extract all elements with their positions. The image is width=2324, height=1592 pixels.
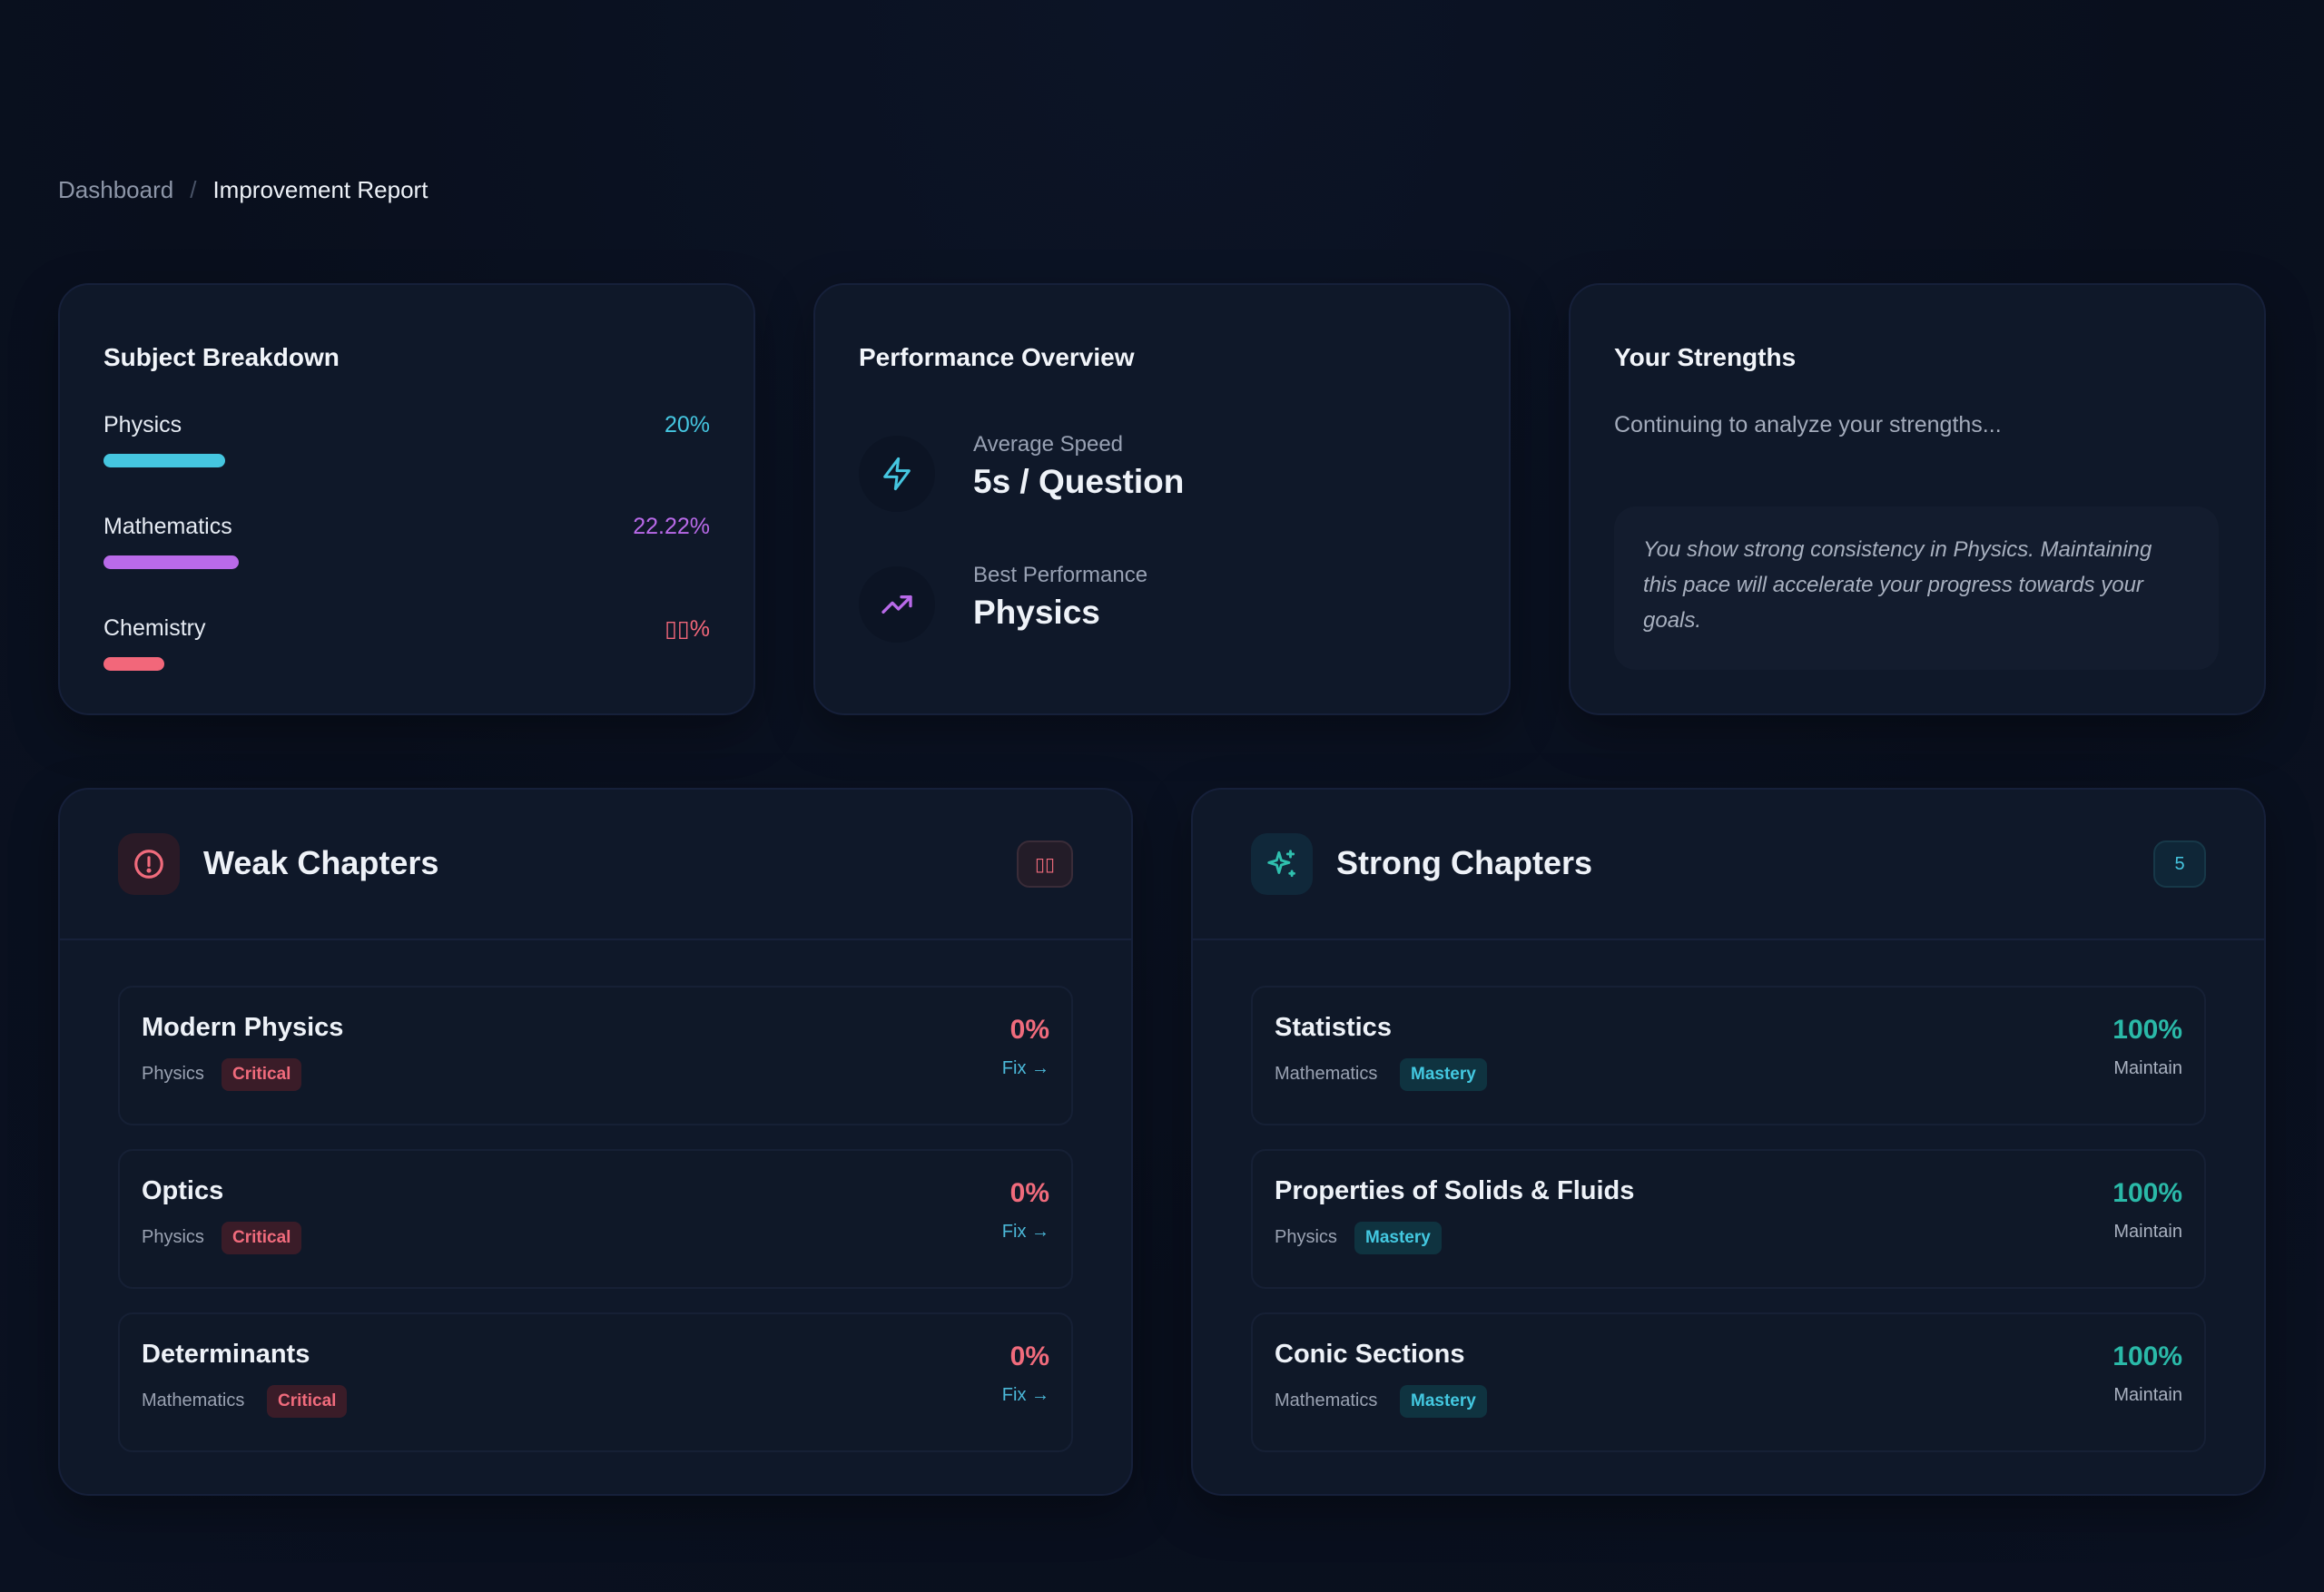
chapter-subject: Physics bbox=[1275, 1227, 1337, 1247]
chapter-item[interactable]: Modern Physics Physics Critical 0% Fix → bbox=[118, 986, 1073, 1125]
subject-name: Chemistry bbox=[103, 615, 206, 641]
fix-link[interactable]: Fix → bbox=[1001, 1385, 1049, 1405]
subject-breakdown-card: Subject Breakdown Physics 20% Mathematic… bbox=[58, 283, 755, 715]
strengths-title: Your Strengths bbox=[1614, 343, 1797, 371]
strengths-insight: You show strong consistency in Physics. … bbox=[1614, 506, 2219, 670]
chapter-name: Statistics bbox=[1275, 1013, 1392, 1042]
subject-percent: 22.22% bbox=[633, 514, 710, 539]
critical-badge: Critical bbox=[222, 1058, 302, 1091]
subject-name: Mathematics bbox=[103, 514, 232, 539]
strengths-card: Your Strengths Continuing to analyze you… bbox=[1569, 283, 2266, 715]
chapter-item[interactable]: Optics Physics Critical 0% Fix → bbox=[118, 1149, 1073, 1289]
performance-overview-title: Performance Overview bbox=[859, 343, 1135, 371]
chapter-percent: 0% bbox=[1009, 1178, 1049, 1208]
weak-chapters-header: Weak Chapters ▯▯ bbox=[60, 790, 1131, 940]
chapter-name: Properties of Solids & Fluids bbox=[1275, 1176, 1635, 1205]
alert-circle-icon bbox=[118, 833, 180, 895]
subject-progress-bar bbox=[103, 454, 225, 467]
trending-up-icon bbox=[859, 566, 935, 643]
subject-percent: ▯▯% bbox=[665, 616, 710, 642]
breadcrumb-dashboard-link[interactable]: Dashboard bbox=[58, 176, 174, 203]
maintain-label[interactable]: Maintain bbox=[2113, 1222, 2182, 1242]
chapter-subject: Mathematics bbox=[1275, 1064, 1378, 1084]
strong-chapters-panel: Strong Chapters 5 Statistics Mathematics… bbox=[1191, 788, 2266, 1496]
chapter-percent: 0% bbox=[1009, 1015, 1049, 1045]
chapter-percent: 100% bbox=[2112, 1178, 2182, 1208]
metric-value: Physics bbox=[973, 594, 1100, 631]
subject-progress-bar bbox=[103, 555, 239, 569]
mastery-badge: Mastery bbox=[1400, 1385, 1487, 1418]
chapter-percent: 0% bbox=[1009, 1341, 1049, 1371]
strong-chapters-title: Strong Chapters bbox=[1336, 844, 1593, 881]
weak-chapters-title: Weak Chapters bbox=[203, 844, 439, 881]
weak-chapters-count: ▯▯ bbox=[1016, 840, 1073, 888]
chapter-name: Conic Sections bbox=[1275, 1340, 1465, 1369]
metric-best-performance: Best Performance Physics bbox=[859, 552, 1440, 661]
metric-value: 5s / Question bbox=[973, 463, 1185, 500]
subject-row-mathematics: Mathematics 22.22% bbox=[103, 514, 710, 586]
subject-name: Physics bbox=[103, 412, 182, 437]
chapter-item[interactable]: Statistics Mathematics Mastery 100% Main… bbox=[1251, 986, 2206, 1125]
chapter-item[interactable]: Conic Sections Mathematics Mastery 100% … bbox=[1251, 1312, 2206, 1452]
metric-label: Best Performance bbox=[973, 563, 1148, 587]
sparkle-icon bbox=[1251, 833, 1313, 895]
mastery-badge: Mastery bbox=[1354, 1222, 1442, 1254]
fix-link[interactable]: Fix → bbox=[1001, 1222, 1049, 1242]
chapter-name: Modern Physics bbox=[142, 1013, 344, 1042]
performance-overview-card: Performance Overview Average Speed 5s / … bbox=[813, 283, 1511, 715]
metric-average-speed: Average Speed 5s / Question bbox=[859, 421, 1440, 530]
maintain-label[interactable]: Maintain bbox=[2113, 1058, 2182, 1078]
breadcrumb-current: Improvement Report bbox=[212, 176, 428, 203]
strong-chapters-count: 5 bbox=[2153, 840, 2206, 888]
mastery-badge: Mastery bbox=[1400, 1058, 1487, 1091]
subject-row-chemistry: Chemistry ▯▯% bbox=[103, 615, 710, 688]
strengths-subtitle: Continuing to analyze your strengths... bbox=[1614, 412, 2002, 437]
critical-badge: Critical bbox=[222, 1222, 302, 1254]
chapter-subject: Physics bbox=[142, 1227, 204, 1247]
strong-chapters-header: Strong Chapters 5 bbox=[1193, 790, 2264, 940]
subject-progress-bar bbox=[103, 657, 164, 671]
weak-chapters-panel: Weak Chapters ▯▯ Modern Physics Physics … bbox=[58, 788, 1133, 1496]
breadcrumb: Dashboard / Improvement Report bbox=[58, 176, 428, 204]
chapter-percent: 100% bbox=[2112, 1341, 2182, 1371]
subject-row-physics: Physics 20% bbox=[103, 412, 710, 485]
chapter-name: Optics bbox=[142, 1176, 224, 1205]
chapter-item[interactable]: Properties of Solids & Fluids Physics Ma… bbox=[1251, 1149, 2206, 1289]
metric-label: Average Speed bbox=[973, 432, 1124, 457]
chapter-name: Determinants bbox=[142, 1340, 310, 1369]
chapter-percent: 100% bbox=[2112, 1015, 2182, 1045]
chapter-subject: Mathematics bbox=[1275, 1391, 1378, 1410]
fix-link[interactable]: Fix → bbox=[1001, 1058, 1049, 1078]
lightning-icon bbox=[859, 436, 935, 512]
subject-percent: 20% bbox=[664, 412, 710, 437]
chapter-subject: Mathematics bbox=[142, 1391, 245, 1410]
critical-badge: Critical bbox=[267, 1385, 348, 1418]
chapter-subject: Physics bbox=[142, 1064, 204, 1084]
breadcrumb-separator: / bbox=[190, 176, 197, 203]
chapter-item[interactable]: Determinants Mathematics Critical 0% Fix… bbox=[118, 1312, 1073, 1452]
maintain-label[interactable]: Maintain bbox=[2113, 1385, 2182, 1405]
subject-breakdown-title: Subject Breakdown bbox=[103, 343, 340, 371]
